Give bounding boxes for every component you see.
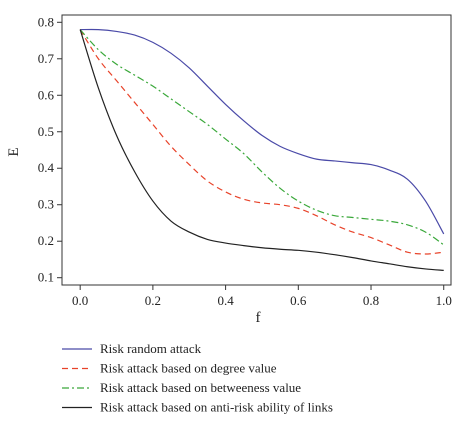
series-line-2 bbox=[79, 29, 444, 255]
plot-frame bbox=[61, 14, 452, 286]
y-tick-label: 0.3 bbox=[38, 197, 54, 212]
y-axis-label: E bbox=[6, 147, 22, 156]
x-axis: 0.0 0.2 0.4 0.6 0.8 1.0 bbox=[72, 285, 452, 308]
x-axis-label: f bbox=[256, 310, 261, 326]
x-tick-label: 0.8 bbox=[363, 293, 379, 308]
x-tick-label: 1.0 bbox=[436, 293, 452, 308]
x-tick-label: 0.6 bbox=[290, 293, 307, 308]
series-layer bbox=[79, 28, 445, 272]
y-tick-label: 0.1 bbox=[38, 270, 54, 285]
legend-label-4: Risk attack based on anti-risk ability o… bbox=[100, 400, 333, 415]
y-tick-label: 0.6 bbox=[38, 87, 55, 102]
legend-label-1: Risk random attack bbox=[100, 341, 202, 356]
y-tick-label: 0.7 bbox=[38, 51, 55, 66]
x-tick-label: 0.4 bbox=[217, 293, 234, 308]
series-line-1 bbox=[80, 28, 445, 235]
series-line-3 bbox=[79, 29, 445, 246]
y-axis: 0.1 0.2 0.3 0.4 0.5 0.6 0.7 0.8 bbox=[38, 14, 62, 285]
legend-label-2: Risk attack based on degree value bbox=[100, 361, 277, 376]
y-tick-label: 0.2 bbox=[38, 233, 54, 248]
x-tick-label: 0.0 bbox=[72, 293, 88, 308]
y-tick-label: 0.8 bbox=[38, 14, 54, 29]
series-line-4 bbox=[79, 29, 444, 272]
y-tick-label: 0.4 bbox=[38, 160, 55, 175]
y-tick-label: 0.5 bbox=[38, 124, 54, 139]
x-tick-label: 0.2 bbox=[145, 293, 161, 308]
legend: Risk random attack Risk attack based on d… bbox=[62, 341, 333, 415]
legend-label-3: Risk attack based on betweeness value bbox=[100, 380, 301, 395]
